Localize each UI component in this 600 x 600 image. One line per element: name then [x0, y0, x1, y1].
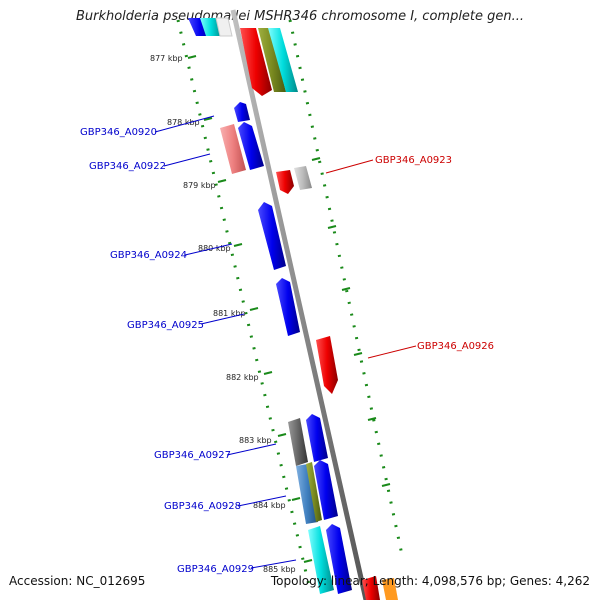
tick-label: 882 kbp	[226, 373, 259, 382]
gene-feature-a0925	[276, 278, 300, 336]
tick-label: 877 kbp	[150, 54, 183, 63]
tick-label: 883 kbp	[239, 436, 272, 445]
gene-feature-a0927	[306, 414, 328, 462]
gene-feature-top-red	[240, 28, 272, 96]
gene-feature-a0929-blue	[326, 524, 352, 594]
gene-feature-a0922	[238, 122, 264, 170]
left-tick-marks	[187, 55, 313, 563]
gene-label-a0923: GBP346_A0923	[375, 155, 452, 166]
inner-track-left	[176, 19, 312, 591]
gene-label-a0925: GBP346_A0925	[127, 320, 204, 331]
gene-labels[interactable]: GBP346_A0920 GBP346_A0922 GBP346_A0924 G…	[80, 127, 494, 575]
gene-feature-a0928-blue	[314, 460, 338, 520]
gene-feature-a0928-olive	[306, 462, 322, 522]
gene-feature-a0926	[316, 336, 338, 394]
accession-label: Accession: NC_012695	[9, 574, 146, 588]
tick-label: 884 kbp	[253, 501, 286, 510]
right-tick-marks	[311, 157, 391, 487]
tick-label: 881 kbp	[213, 309, 246, 318]
gene-feature-pink	[220, 124, 246, 174]
gene-feature-gray	[288, 418, 308, 466]
tick-label: 879 kbp	[183, 181, 216, 190]
tick-label: 885 kbp	[263, 565, 296, 574]
gene-label-a0920: GBP346_A0920	[80, 127, 157, 138]
gene-label-a0929: GBP346_A0929	[177, 564, 254, 575]
map-title: Burkholderia pseudomallei MSHR346 chromo…	[75, 9, 525, 24]
gene-feature-bottom-red	[362, 576, 380, 600]
gene-features[interactable]	[188, 17, 398, 600]
gene-feature-top-white	[215, 17, 233, 37]
chromosome-backbone[interactable]	[230, 9, 369, 600]
gene-leader-lines	[154, 115, 417, 569]
gene-label-a0928: GBP346_A0928	[164, 501, 241, 512]
gene-label-a0927: GBP346_A0927	[154, 450, 231, 461]
gene-feature-a0923	[276, 170, 294, 194]
gene-feature-a0929	[308, 526, 334, 594]
gene-feature-a0923-gray	[294, 166, 312, 190]
gene-feature-a0928	[296, 464, 318, 524]
gene-feature-a0924	[258, 202, 286, 270]
gene-label-a0926: GBP346_A0926	[417, 341, 494, 352]
gene-feature-top-olive	[258, 28, 286, 92]
genome-summary: Topology: linear; Length: 4,098,576 bp; …	[270, 574, 590, 588]
gene-feature-a0920	[234, 102, 250, 122]
gene-label-a0924: GBP346_A0924	[110, 250, 187, 261]
tick-label: 878 kbp	[167, 118, 200, 127]
gene-label-a0922: GBP346_A0922	[89, 161, 166, 172]
gene-feature-top-cyan2	[268, 28, 298, 92]
gene-feature-bottom-orange	[382, 578, 398, 600]
